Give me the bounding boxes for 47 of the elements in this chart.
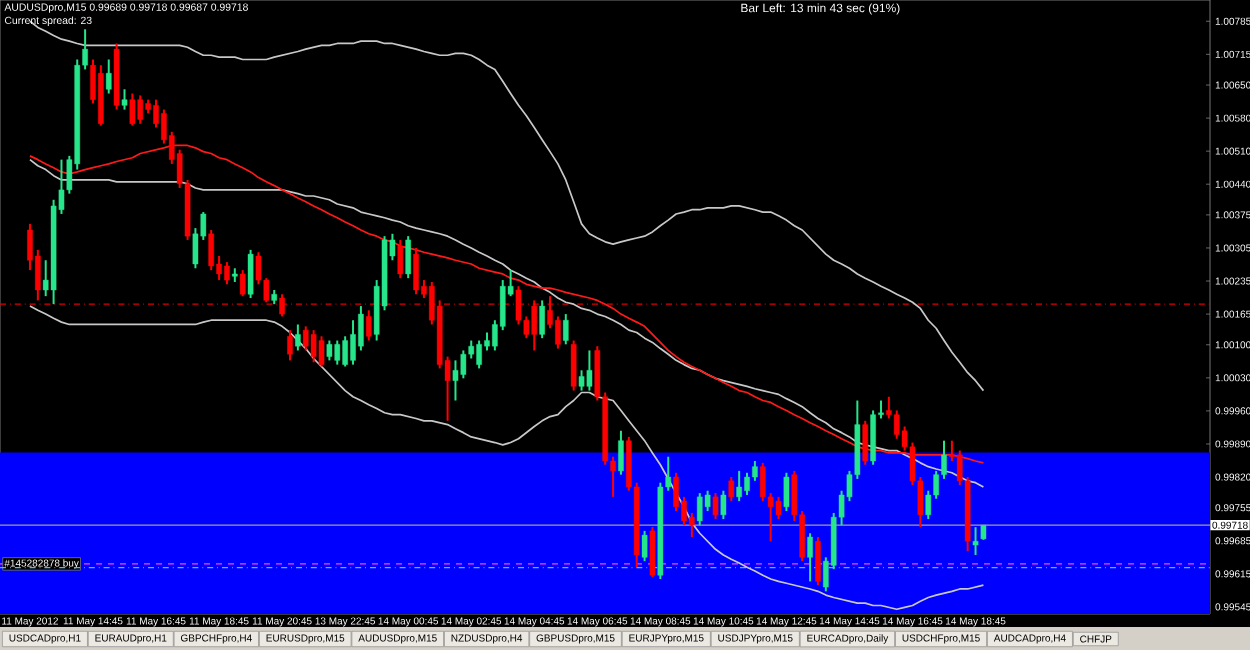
candlestick [555, 315, 561, 350]
candlestick [539, 299, 545, 340]
candlestick [247, 248, 254, 300]
candlestick [578, 369, 585, 392]
candlestick [641, 529, 648, 563]
candlestick [712, 492, 719, 521]
candlestick [759, 461, 766, 503]
candlestick [129, 92, 136, 127]
candlestick [342, 335, 348, 368]
candlestick [208, 229, 214, 272]
candlestick [562, 313, 569, 346]
candlestick [413, 246, 419, 296]
candlestick [972, 526, 979, 556]
candlestick [302, 325, 309, 352]
candlestick [586, 349, 593, 392]
candlestick [720, 489, 727, 521]
candlestick [397, 238, 404, 280]
candlestick [744, 471, 750, 496]
candlestick [105, 58, 112, 95]
candlestick [862, 419, 869, 466]
candlestick [326, 339, 333, 362]
candlestick [531, 299, 538, 352]
candlestick [279, 293, 285, 318]
candlestick [570, 339, 577, 392]
candlestick [460, 349, 467, 380]
candlestick [365, 309, 372, 342]
candlestick [736, 469, 742, 503]
candlestick [310, 329, 317, 364]
candlestick [728, 476, 735, 503]
candlestick [618, 429, 624, 476]
candlestick [121, 88, 128, 111]
candlestick [815, 536, 821, 587]
candlestick [783, 471, 790, 513]
candlestick [350, 319, 356, 366]
candlestick [476, 339, 482, 370]
candlestick [137, 94, 144, 125]
candlestick [649, 526, 656, 579]
candlestick [405, 235, 411, 280]
candlestick [696, 492, 703, 527]
candlestick [870, 409, 876, 466]
candlestick [318, 335, 325, 368]
candlestick [334, 339, 341, 366]
candlestick [287, 329, 293, 362]
candlestick [239, 269, 246, 298]
candlestick [224, 261, 230, 286]
candlestick [807, 532, 813, 583]
candlestick [295, 323, 301, 352]
